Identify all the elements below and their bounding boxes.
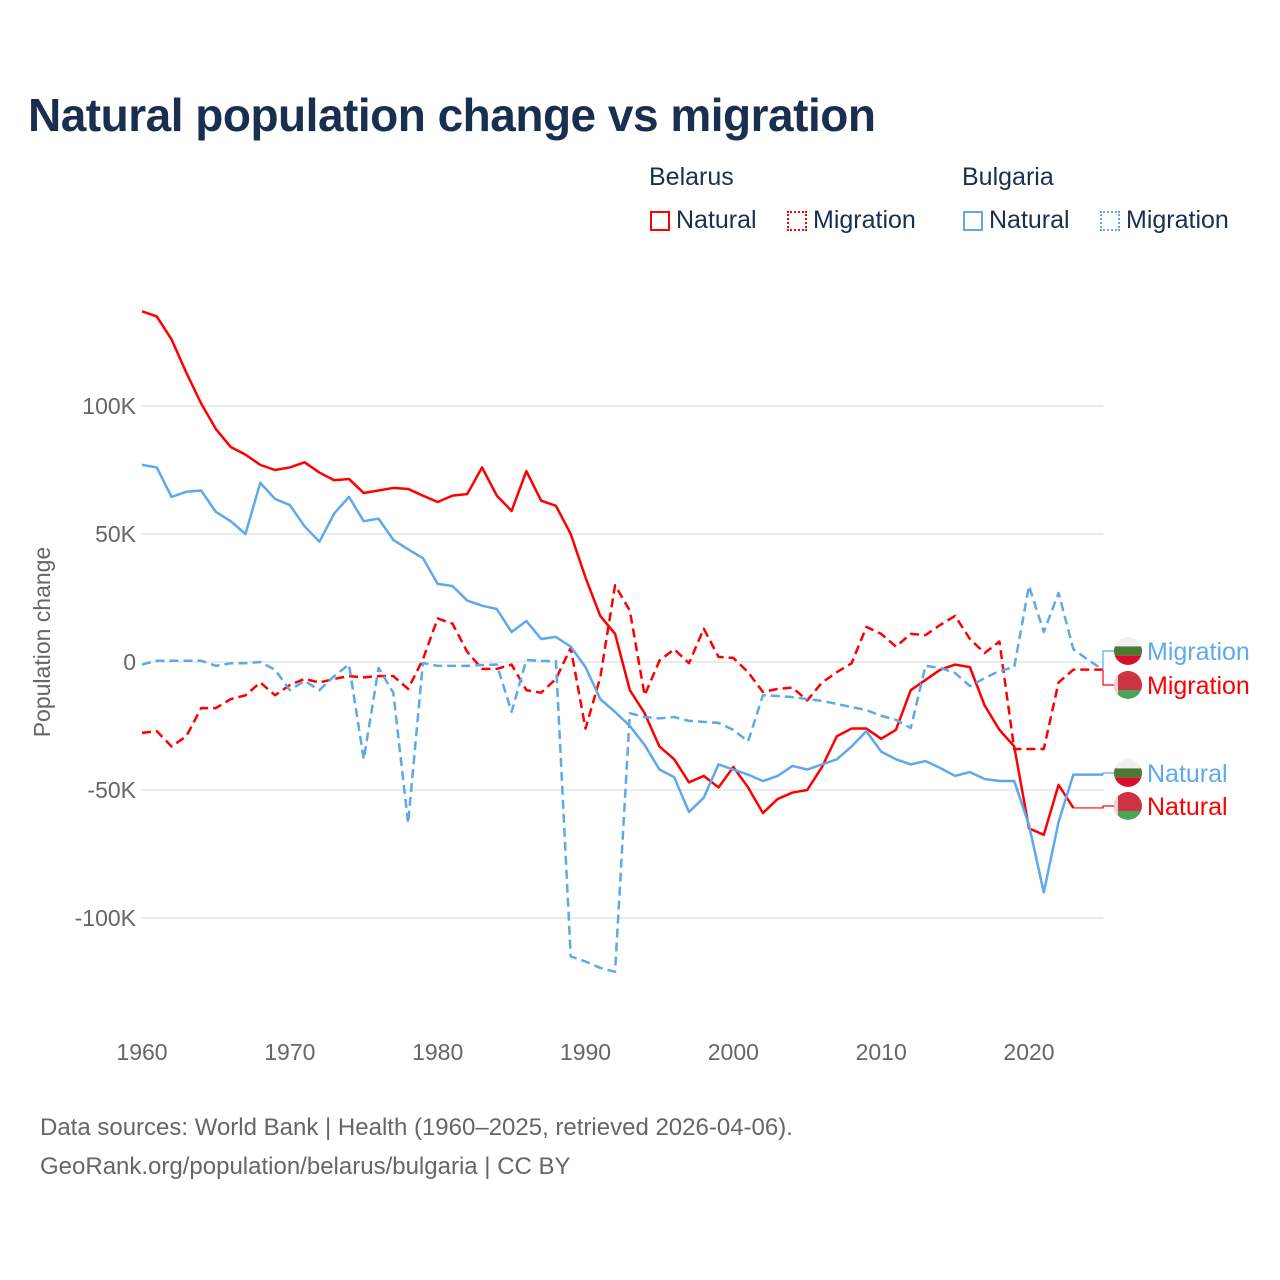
x-tick-label: 1970 xyxy=(264,1039,315,1065)
legend-item-bulgaria-natural[interactable]: Natural xyxy=(963,206,1070,235)
series-line-belarus-natural xyxy=(141,310,1075,837)
legend-swatch xyxy=(650,210,670,231)
y-tick-label: 100K xyxy=(82,393,136,419)
source-line-2[interactable]: GeoRank.org/population/belarus/bulgaria … xyxy=(40,1153,571,1180)
series-line-bulgaria-migration xyxy=(141,584,1104,974)
flag-stripe-green xyxy=(1114,811,1142,820)
flag-stripe-red xyxy=(1114,792,1142,811)
belarus-flag-icon xyxy=(1114,671,1142,699)
flag-stripe-red xyxy=(1114,671,1142,690)
end-label: Natural xyxy=(1147,760,1228,788)
flag-stripe-white xyxy=(1114,637,1142,647)
legend-label: Natural xyxy=(676,206,757,234)
legend-label: Migration xyxy=(813,206,916,234)
x-tick-label: 2010 xyxy=(856,1039,907,1065)
legend-swatch xyxy=(963,210,983,231)
bulgaria-flag-icon xyxy=(1114,637,1142,665)
flag-stripe-white xyxy=(1114,759,1142,769)
end-label: Migration xyxy=(1147,638,1250,666)
chart-title: Natural population change vs migration xyxy=(28,89,876,141)
end-label-connector xyxy=(1102,650,1114,671)
end-label-connector xyxy=(1073,805,1114,809)
x-tick-label: 1960 xyxy=(116,1039,167,1065)
y-axis-label: Population change xyxy=(29,547,55,738)
flag-stripe-red xyxy=(1114,777,1142,787)
series-line-bulgaria-natural xyxy=(141,463,1103,894)
end-label-connector xyxy=(1102,772,1114,776)
x-tick-label: 1980 xyxy=(412,1039,463,1065)
y-tick-label: -50K xyxy=(87,777,136,803)
legend-label: Natural xyxy=(989,206,1070,234)
flag-stripe-green xyxy=(1114,768,1142,778)
legend-item-belarus-natural[interactable]: Natural xyxy=(650,206,757,235)
x-tick-label: 2020 xyxy=(1003,1039,1054,1065)
y-tick-label: 50K xyxy=(95,521,137,547)
x-tick-label: 2000 xyxy=(708,1039,759,1065)
end-label: Natural xyxy=(1147,793,1228,821)
legend-group-bulgaria: Bulgaria xyxy=(962,163,1054,191)
legend-item-bulgaria-migration[interactable]: Migration xyxy=(1100,206,1229,235)
end-label: Migration xyxy=(1147,672,1250,700)
series-line-belarus-migration xyxy=(141,583,1103,751)
belarus-flag-icon xyxy=(1114,792,1142,820)
legend-group-belarus: Belarus xyxy=(649,163,734,191)
flag-stripe-green xyxy=(1114,646,1142,656)
flag-stripe-red xyxy=(1114,655,1142,665)
source-note: Data sources: World Bank | Health (1960–… xyxy=(40,1108,793,1186)
y-tick-label: 0 xyxy=(123,649,136,675)
legend-item-belarus-migration[interactable]: Migration xyxy=(787,206,916,235)
source-line-1: Data sources: World Bank | Health (1960–… xyxy=(40,1114,793,1141)
legend-swatch xyxy=(1100,210,1120,231)
legend-label: Migration xyxy=(1126,206,1229,234)
y-tick-label: -100K xyxy=(75,905,137,931)
flag-ornament xyxy=(1114,671,1118,699)
end-label-connector xyxy=(1102,669,1114,686)
legend-swatch xyxy=(787,210,807,231)
flag-stripe-green xyxy=(1114,690,1142,699)
x-tick-label: 1990 xyxy=(560,1039,611,1065)
bulgaria-flag-icon xyxy=(1114,759,1142,787)
flag-ornament xyxy=(1114,792,1118,820)
